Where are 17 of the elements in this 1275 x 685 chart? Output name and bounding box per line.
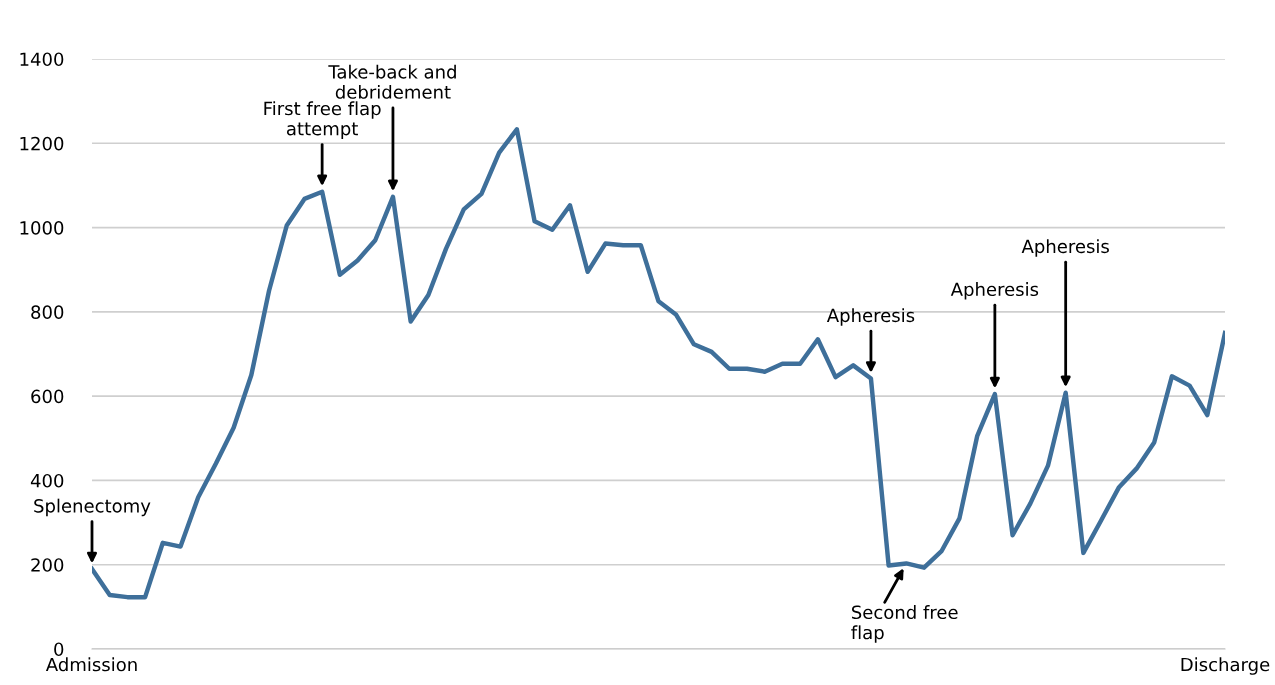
- y-tick-label: 1400: [20, 52, 64, 67]
- y-tick-label: 200: [31, 558, 64, 572]
- x-tick-label: Discharge: [1181, 657, 1270, 675]
- y-tick-label: 0: [54, 642, 64, 657]
- annotation: Splenectomy: [34, 498, 151, 517]
- y-tick-label: 800: [31, 305, 64, 319]
- annotation: Second free flap: [851, 605, 958, 643]
- annotation: Apheresis: [950, 282, 1039, 300]
- y-tick-label: 1000: [20, 221, 64, 235]
- y-tick-label: 400: [30, 473, 64, 488]
- annotation: First free flap attempt: [264, 101, 381, 139]
- annotation: Apheresis: [1021, 239, 1109, 257]
- x-tick-label: Admission: [45, 657, 137, 672]
- annotation: Apheresis: [826, 308, 915, 326]
- y-tick-label: 1200: [20, 136, 64, 151]
- y-tick-label: 600: [31, 389, 64, 404]
- annotation: Take-back and debridement: [328, 64, 456, 99]
